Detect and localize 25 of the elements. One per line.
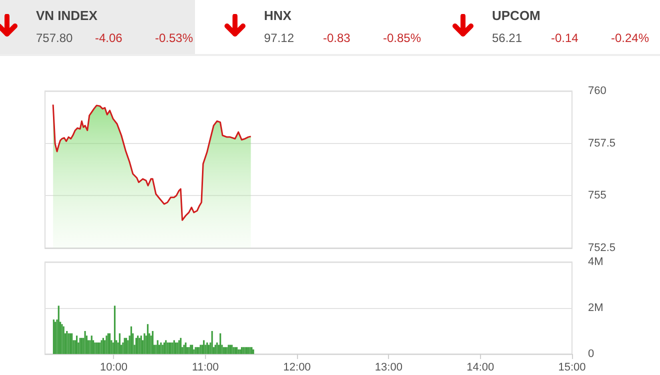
text: 757.80 [36, 31, 73, 45]
text: -0.14 [551, 31, 578, 45]
y-tick-label: 760 [588, 85, 606, 97]
text: 56.21 [492, 31, 522, 45]
text: -0.85% [383, 31, 422, 45]
text: HNX [264, 8, 292, 23]
text: 97.12 [264, 31, 294, 45]
y-tick-label: 752.5 [588, 242, 616, 254]
x-tick-label: 12:00 [283, 362, 311, 374]
y-tick-label: 757.5 [588, 137, 616, 150]
x-tick-label: 10:00 [100, 362, 128, 374]
y-tick-label: 4M [588, 256, 604, 268]
text: -0.53% [155, 31, 194, 45]
y-tick-label: 2M [588, 302, 604, 314]
text: -0.83 [323, 31, 350, 45]
x-tick-label: 11:00 [192, 362, 219, 374]
y-tick-label: 755 [588, 190, 606, 202]
x-tick-label: 13:00 [374, 362, 402, 374]
x-tick-label: 14:00 [466, 362, 494, 374]
y-tick-label: 0 [588, 348, 594, 360]
text: -4.06 [95, 31, 122, 45]
x-tick-label: 15:00 [558, 362, 586, 374]
text: UPCOM [492, 8, 540, 23]
text: -0.24% [611, 31, 650, 45]
text: VN INDEX [36, 8, 98, 23]
